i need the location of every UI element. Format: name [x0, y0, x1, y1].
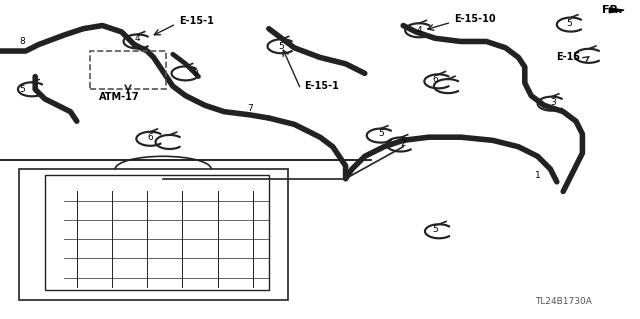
Text: 7: 7	[247, 104, 252, 113]
Text: 6: 6	[148, 133, 153, 142]
Text: FR.: FR.	[602, 5, 622, 15]
Text: 3: 3	[551, 98, 556, 107]
Text: 5: 5	[279, 42, 284, 51]
Text: 9: 9	[193, 69, 198, 78]
Text: ATM-17: ATM-17	[99, 93, 140, 102]
Text: 5: 5	[20, 85, 25, 94]
Text: 8: 8	[20, 37, 25, 46]
Text: E-15: E-15	[556, 52, 580, 62]
Text: E-15-1: E-15-1	[304, 81, 339, 91]
Text: 4: 4	[135, 34, 140, 43]
Text: 5: 5	[378, 130, 383, 138]
Text: 2: 2	[401, 139, 406, 148]
Text: 5: 5	[567, 19, 572, 28]
Text: E-15-1: E-15-1	[179, 16, 214, 26]
Text: TL24B1730A: TL24B1730A	[535, 297, 591, 306]
Text: 6: 6	[433, 75, 438, 84]
Polygon shape	[609, 8, 624, 13]
Text: 5: 5	[433, 225, 438, 234]
Text: E-15-10: E-15-10	[454, 14, 496, 24]
Text: 4: 4	[417, 26, 422, 35]
FancyBboxPatch shape	[19, 169, 288, 300]
Text: 1: 1	[535, 171, 540, 180]
